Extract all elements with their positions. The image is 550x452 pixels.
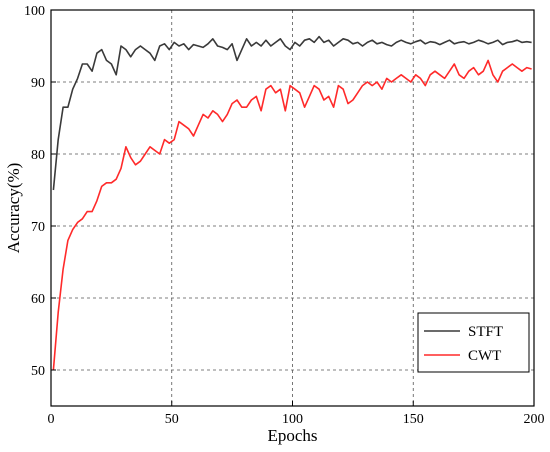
legend-label-cwt: CWT	[468, 348, 501, 364]
axis-ticks: 0 50 100 150 200 50 60 70 80 90 100	[24, 4, 545, 427]
series-layer	[52, 35, 532, 371]
legend: STFT CWT	[417, 312, 530, 373]
series-line-stft	[52, 35, 532, 191]
x-tick-label: 100	[282, 412, 303, 427]
y-axis-title: Accuracy(%)	[4, 163, 23, 254]
y-tick-label: 80	[31, 148, 45, 163]
grid-lines	[51, 10, 534, 406]
x-tick-label: 50	[165, 412, 179, 427]
legend-label-stft: STFT	[468, 324, 503, 340]
series-line-cwt	[52, 59, 532, 371]
x-axis-title: Epochs	[267, 426, 317, 445]
x-tick-label: 0	[48, 412, 55, 427]
x-tick-label: 150	[403, 412, 424, 427]
y-tick-label: 90	[31, 76, 45, 91]
y-tick-label: 70	[31, 220, 45, 235]
y-tick-label: 100	[24, 4, 45, 19]
x-tick-label: 200	[524, 412, 545, 427]
y-tick-label: 50	[31, 364, 45, 379]
legend-box	[417, 312, 530, 373]
y-tick-label: 60	[31, 292, 45, 307]
